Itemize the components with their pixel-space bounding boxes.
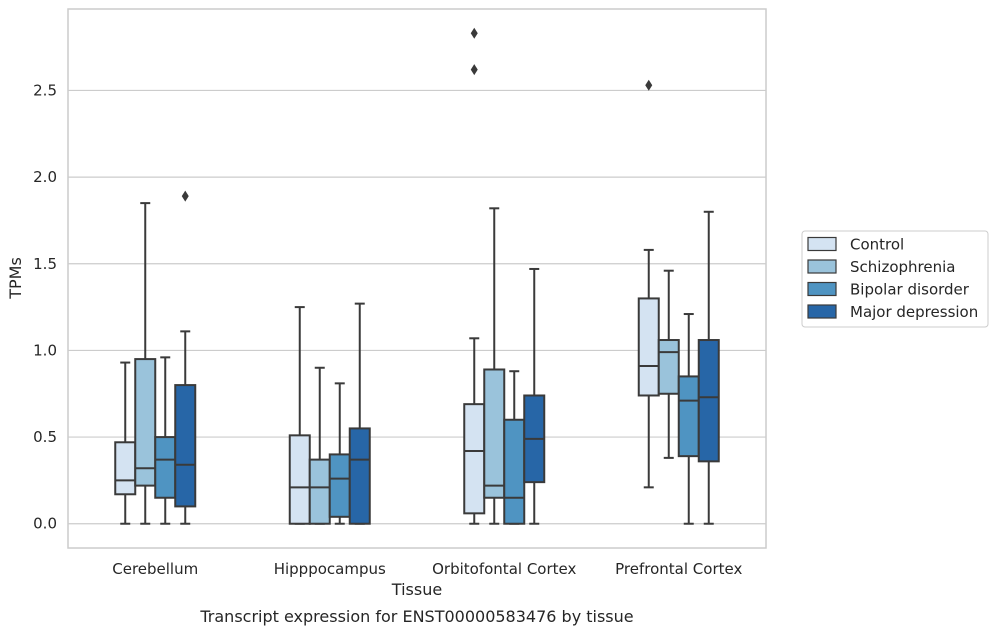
outlier-point [645,79,653,91]
legend-label: Bipolar disorder [850,281,970,299]
x-tick-label: Hipppocampus [274,560,386,578]
outlier-point [181,190,189,202]
figure-caption: Transcript expression for ENST0000058347… [199,607,633,626]
y-tick-label: 1.5 [33,255,57,273]
box-2-1 [134,202,157,525]
box-body [483,368,506,499]
box-3-4 [677,313,700,525]
legend-swatch [807,236,837,252]
box-4-4 [697,210,720,525]
box-body [114,441,137,496]
y-tick-label: 0.5 [33,428,57,446]
y-tick-label: 0.0 [33,515,57,533]
box-body [677,375,700,458]
legend-swatch [807,259,837,274]
box-body [657,339,680,395]
y-tick-label: 2.5 [33,81,57,99]
box-1-3 [463,27,486,525]
box-body [174,384,197,508]
box-2-4 [657,269,680,459]
x-tick-label: Cerebellum [112,560,198,578]
box-body [288,434,311,525]
box-1-4 [637,79,660,489]
outlier-point [470,64,478,76]
box-body [697,339,720,463]
legend-frame [801,230,989,328]
legend-label: Control [850,236,904,254]
box-body [637,297,660,397]
legend-label: Schizophrenia [850,258,955,276]
box-4-1 [174,190,197,525]
box-2-2 [308,366,331,525]
y-tick-label: 1.0 [33,341,57,359]
box-body [154,436,177,499]
box-3-2 [328,382,351,525]
legend-label: Major depression [850,303,978,321]
box-body [503,418,526,525]
box-4-2 [348,302,371,525]
legend-swatch [807,304,837,319]
box-body [463,403,486,515]
box-3-3 [503,370,526,525]
box-body [348,427,371,525]
y-axis-label: TPMs [6,257,25,300]
y-tick-labels: 0.0 0.5 1.0 1.5 2.0 2.5 [33,81,57,532]
x-axis-label: Tissue [391,580,442,599]
outlier-point [470,27,478,39]
box-body [328,453,351,518]
box-body [308,458,331,525]
plot-frame [67,8,767,549]
box-2-3 [483,207,506,525]
x-tick-labels: Cerebellum Hipppocampus Orbitofontal Corte… [112,560,742,578]
box-plot-marks [114,27,720,525]
box-1-2 [288,306,311,525]
x-tick-label: Prefrontal Cortex [615,560,742,578]
box-3-1 [154,356,177,525]
box-body [134,358,157,487]
legend: Control Schizophrenia Bipolar disorder Majo… [801,230,989,328]
box-4-3 [523,267,546,525]
box-1-1 [114,361,137,525]
legend-swatch [807,281,837,297]
y-tick-label: 2.0 [33,168,57,186]
x-tick-label: Orbitofontal Cortex [432,560,576,578]
